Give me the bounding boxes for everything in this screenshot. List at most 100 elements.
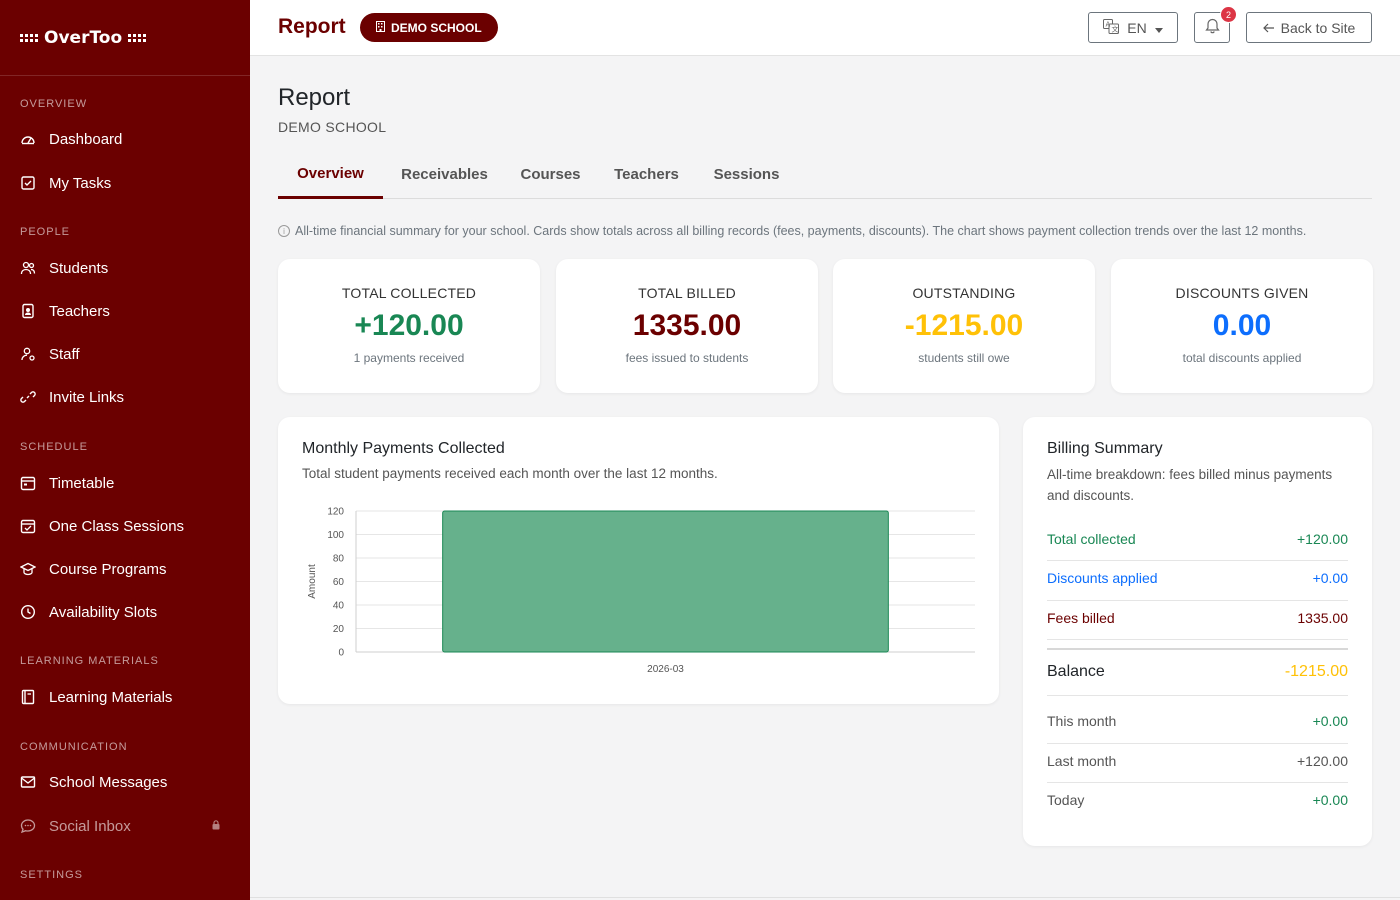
billing-title: Billing Summary xyxy=(1047,440,1163,457)
tab-receivables[interactable]: Receivables xyxy=(401,166,488,183)
calendar-icon xyxy=(20,475,36,491)
tab-sessions[interactable]: Sessions xyxy=(713,166,780,183)
billing-row-value: 1335.00 xyxy=(1297,610,1348,626)
dashboard-icon xyxy=(20,131,36,147)
y-tick-label: 60 xyxy=(333,577,345,588)
nav-section-overview: OVERVIEW xyxy=(20,98,88,110)
tab-teachers[interactable]: Teachers xyxy=(614,166,679,183)
nav-section-settings: SETTINGS xyxy=(20,869,84,881)
page-title: Report xyxy=(278,84,351,111)
arrow-left-icon xyxy=(1262,20,1275,36)
billing-row-value: +0.00 xyxy=(1312,570,1348,586)
lock-icon xyxy=(212,819,220,833)
sidebar-item-availability-slots[interactable]: Availability Slots xyxy=(0,592,250,632)
sidebar-item-label: Timetable xyxy=(49,474,115,492)
stat-card-total-collected: TOTAL COLLECTED +120.00 1 payments recei… xyxy=(278,259,540,393)
stat-caption: students still owe xyxy=(918,351,1010,365)
stat-label: DISCOUNTS GIVEN xyxy=(1175,285,1309,301)
divider xyxy=(1047,560,1348,561)
nav-section-schedule: SCHEDULE xyxy=(20,441,88,453)
sidebar-item-invite-links[interactable]: Invite Links xyxy=(0,377,250,417)
stat-label: OUTSTANDING xyxy=(912,285,1016,301)
svg-text:A: A xyxy=(1106,20,1111,28)
divider xyxy=(1047,695,1348,696)
billing-row-value: -1215.00 xyxy=(1284,663,1348,680)
y-tick-label: 0 xyxy=(338,648,344,659)
sidebar-item-label: Availability Slots xyxy=(49,603,158,621)
billing-row-value: +120.00 xyxy=(1297,531,1348,547)
back-to-site-button[interactable]: Back to Site xyxy=(1246,12,1372,43)
divider xyxy=(1047,782,1348,783)
language-label: EN xyxy=(1127,19,1147,36)
clock-icon xyxy=(20,604,36,620)
stat-caption: 1 payments received xyxy=(353,351,465,365)
y-tick-label: 120 xyxy=(327,507,344,518)
stat-label: TOTAL COLLECTED xyxy=(341,285,477,301)
link-icon xyxy=(20,389,36,405)
sidebar-item-staff[interactable]: Staff xyxy=(0,334,250,374)
graduation-cap-icon xyxy=(20,561,36,577)
report-tabs: Overview Receivables Courses Teachers Se… xyxy=(278,150,1372,199)
stat-value: 1335.00 xyxy=(632,309,742,342)
school-badge-label: DEMO SCHOOL xyxy=(391,20,482,35)
sidebar-item-students[interactable]: Students xyxy=(0,248,250,288)
billing-row-total-collected: Total collected +120.00 xyxy=(1047,531,1348,547)
staff-icon xyxy=(20,346,36,362)
school-badge[interactable]: DEMO SCHOOL xyxy=(360,13,498,42)
chat-icon xyxy=(20,818,36,834)
brand-logo: OverToo xyxy=(20,28,147,48)
stat-value: -1215.00 xyxy=(904,309,1024,342)
sidebar-item-label: Teachers xyxy=(49,302,110,320)
y-tick-label: 100 xyxy=(327,530,344,541)
page-subtitle: DEMO SCHOOL xyxy=(278,119,387,135)
tab-courses[interactable]: Courses xyxy=(520,166,581,183)
students-icon xyxy=(20,260,36,276)
sidebar-item-one-class-sessions[interactable]: One Class Sessions xyxy=(0,506,250,546)
notifications-button[interactable]: 2 xyxy=(1194,6,1237,43)
sidebar-item-label: Invite Links xyxy=(49,388,125,406)
logo-dots-icon xyxy=(128,33,147,42)
caret-down-icon xyxy=(1154,20,1163,36)
sidebar-item-social-inbox[interactable]: Social Inbox xyxy=(0,806,250,846)
stat-value: +120.00 xyxy=(354,309,464,342)
billing-row-this-month: This month +0.00 xyxy=(1047,713,1348,729)
sidebar-item-my-tasks[interactable]: My Tasks xyxy=(0,163,250,203)
y-axis-label: Amount xyxy=(307,564,318,599)
sidebar-item-learning-materials[interactable]: Learning Materials xyxy=(0,677,250,717)
info-text: All-time financial summary for your scho… xyxy=(295,224,1307,238)
sidebar-item-label: Course Programs xyxy=(49,560,167,578)
billing-row-label: Fees billed xyxy=(1047,610,1115,626)
sidebar-item-label: Students xyxy=(49,259,109,277)
info-note: i All-time financial summary for your sc… xyxy=(278,224,1306,238)
back-to-site-label: Back to Site xyxy=(1280,19,1356,36)
sidebar-item-school-messages[interactable]: School Messages xyxy=(0,762,250,802)
sidebar-item-teachers[interactable]: Teachers xyxy=(0,291,250,331)
sidebar-item-label: Staff xyxy=(49,345,80,363)
stat-card-outstanding: OUTSTANDING -1215.00 students still owe xyxy=(833,259,1095,393)
sidebar-item-course-programs[interactable]: Course Programs xyxy=(0,549,250,589)
tab-overview[interactable]: Overview xyxy=(278,150,383,199)
billing-row-label: Last month xyxy=(1047,753,1117,769)
billing-subtitle: All-time breakdown: fees billed minus pa… xyxy=(1047,467,1333,503)
billing-row-last-month: Last month +120.00 xyxy=(1047,753,1348,769)
nav-section-learning-materials: LEARNING MATERIALS xyxy=(20,655,159,667)
sidebar-item-label: Dashboard xyxy=(49,130,123,148)
calendar-check-icon xyxy=(20,518,36,534)
notification-count-badge: 2 xyxy=(1220,6,1237,23)
billing-summary-card: Billing Summary All-time breakdown: fees… xyxy=(1023,417,1372,846)
bar xyxy=(442,510,889,653)
stat-caption: total discounts applied xyxy=(1182,351,1302,365)
brand[interactable]: OverToo xyxy=(0,0,250,76)
billing-row-value: +120.00 xyxy=(1297,753,1348,769)
chart-title: Monthly Payments Collected xyxy=(302,440,505,457)
sidebar-item-timetable[interactable]: Timetable xyxy=(0,463,250,503)
header-title: Report xyxy=(278,15,346,38)
divider xyxy=(1047,639,1348,640)
building-icon xyxy=(376,20,385,35)
y-tick-label: 80 xyxy=(333,554,345,565)
billing-row-today: Today +0.00 xyxy=(1047,792,1348,808)
sidebar-item-dashboard[interactable]: Dashboard xyxy=(0,119,250,159)
